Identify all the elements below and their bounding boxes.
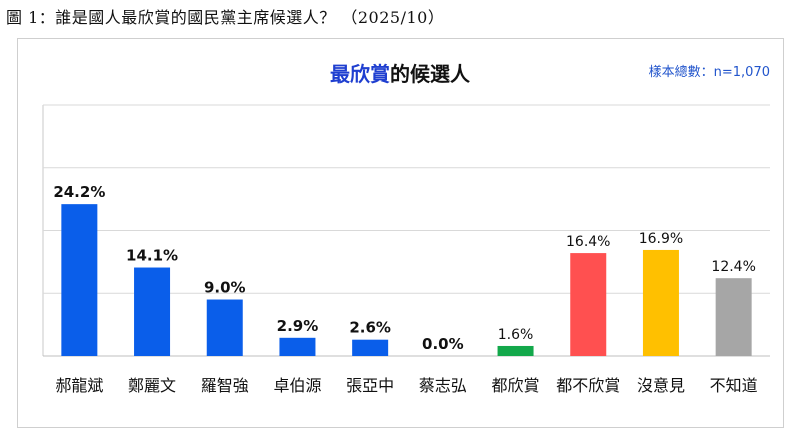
bar (715, 278, 752, 356)
bar (206, 299, 243, 356)
x-tick-label: 張亞中 (346, 376, 394, 395)
bar (279, 337, 316, 356)
x-tick-label: 都欣賞 (492, 376, 540, 395)
data-label: 12.4% (711, 259, 755, 275)
x-tick-label: 沒意見 (637, 376, 685, 395)
data-label: 2.9% (277, 317, 319, 335)
data-label: 16.4% (566, 234, 610, 250)
data-label: 9.0% (204, 279, 246, 297)
x-tick-label: 都不欣賞 (556, 376, 620, 395)
bar (61, 204, 98, 356)
chart-title-highlight: 最欣賞 (330, 62, 390, 86)
data-label: 24.2% (53, 183, 105, 201)
data-label: 0.0% (422, 335, 464, 353)
data-label: 1.6% (498, 327, 534, 343)
x-tick-label: 卓伯源 (273, 376, 321, 395)
x-tick-label: 不知道 (710, 376, 758, 395)
sample-size-note: 樣本總數：n=1,070 (648, 65, 770, 80)
data-label: 14.1% (126, 247, 178, 265)
data-label: 2.6% (349, 319, 391, 337)
bar (352, 339, 389, 356)
x-tick-label: 羅智強 (201, 376, 249, 395)
bar (497, 345, 534, 356)
x-tick-label: 蔡志弘 (419, 376, 467, 395)
bar (570, 253, 607, 356)
chart-title-rest: 的候選人 (390, 62, 470, 86)
bar (642, 249, 679, 356)
figure-caption: 圖 1：誰是國人最欣賞的國民黨主席候選人？ （2025/10） (6, 8, 445, 27)
bar (134, 267, 171, 356)
data-label: 16.9% (639, 231, 683, 247)
x-tick-label: 鄭麗文 (128, 376, 176, 395)
chart-frame (17, 38, 784, 428)
x-tick-label: 郝龍斌 (55, 376, 103, 395)
chart-title: 最欣賞的候選人 (0, 58, 800, 87)
